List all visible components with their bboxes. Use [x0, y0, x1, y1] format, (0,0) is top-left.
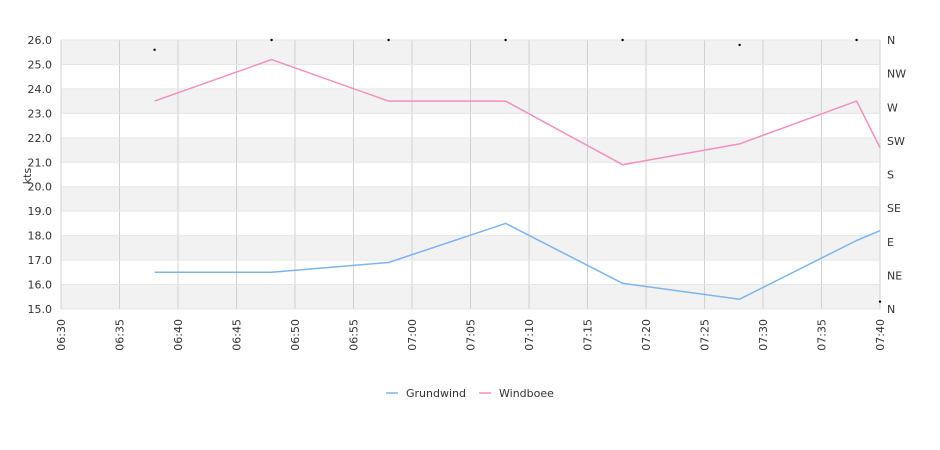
y-tick-label: 20.0	[28, 181, 53, 194]
x-tick-label: 07:35	[816, 319, 829, 351]
x-tick-label: 06:50	[289, 319, 302, 351]
direction-marker	[387, 38, 390, 42]
y-axis-ticks: 15.0 16.0 17.0 18.0 19.0 20.0 21.0 22.0 23.0 24.0…	[28, 34, 53, 316]
x-tick-label: 07:20	[640, 319, 653, 351]
x-tick-label: 06:35	[114, 319, 127, 351]
direction-tick-label: NE	[887, 269, 902, 282]
y-tick-label: 21.0	[28, 156, 53, 169]
direction-tick-label: SW	[887, 135, 905, 148]
x-axis-ticks: 06:30 06:35 06:40 06:45 06:50 06:55 07:00 07:05…	[55, 319, 887, 351]
y-tick-label: 18.0	[28, 230, 53, 243]
x-tick-label: 07:40	[874, 319, 887, 351]
direction-tick-label: SE	[887, 202, 901, 215]
x-tick-label: 07:25	[699, 319, 712, 351]
x-tick-label: 06:40	[172, 319, 185, 351]
x-tick-label: 06:55	[348, 319, 361, 351]
y-tick-label: 26.0	[28, 34, 53, 47]
direction-tick-label: E	[887, 236, 894, 249]
y-axis-label: kts	[21, 168, 34, 185]
direction-marker	[270, 38, 273, 42]
direction-tick-label: N	[887, 34, 895, 47]
y-tick-label: 19.0	[28, 205, 53, 218]
direction-marker	[504, 38, 507, 42]
series-line-windboee	[154, 58, 881, 166]
legend-label-grundwind: Grundwind	[406, 387, 466, 400]
direction-tick-label: W	[887, 101, 898, 114]
x-tick-label: 07:30	[757, 319, 770, 351]
x-tick-label: 07:00	[406, 319, 419, 351]
legend-label-windboee: Windboee	[499, 387, 554, 400]
series-line-grundwind	[154, 222, 881, 300]
direction-tick-label: NW	[887, 68, 906, 81]
direction-marker	[878, 300, 882, 303]
x-tick-label: 06:30	[55, 319, 68, 351]
y-tick-label: 22.0	[28, 132, 53, 145]
x-tick-label: 07:15	[582, 319, 595, 351]
x-tick-label: 06:45	[231, 319, 244, 351]
direction-axis-ticks: N NE E SE S SW W NW N	[887, 34, 906, 316]
direction-marker	[153, 48, 156, 51]
y-tick-label: 16.0	[28, 279, 53, 292]
direction-marker	[855, 38, 858, 42]
x-tick-label: 07:05	[465, 319, 478, 351]
direction-tick-label: S	[887, 169, 894, 182]
direction-tick-label: N	[887, 303, 895, 316]
direction-marker	[738, 43, 741, 47]
x-tick-label: 07:10	[523, 319, 536, 351]
vertical-gridlines	[60, 40, 881, 309]
y-tick-label: 15.0	[28, 303, 53, 316]
y-tick-label: 17.0	[28, 254, 53, 267]
series-lines	[154, 58, 881, 300]
y-tick-label: 25.0	[28, 58, 53, 71]
direction-marker	[621, 38, 624, 42]
legend[interactable]: Grundwind Windboee	[386, 387, 554, 400]
direction-markers	[153, 38, 882, 303]
y-tick-label: 23.0	[28, 107, 53, 120]
y-tick-label: 24.0	[28, 83, 53, 96]
